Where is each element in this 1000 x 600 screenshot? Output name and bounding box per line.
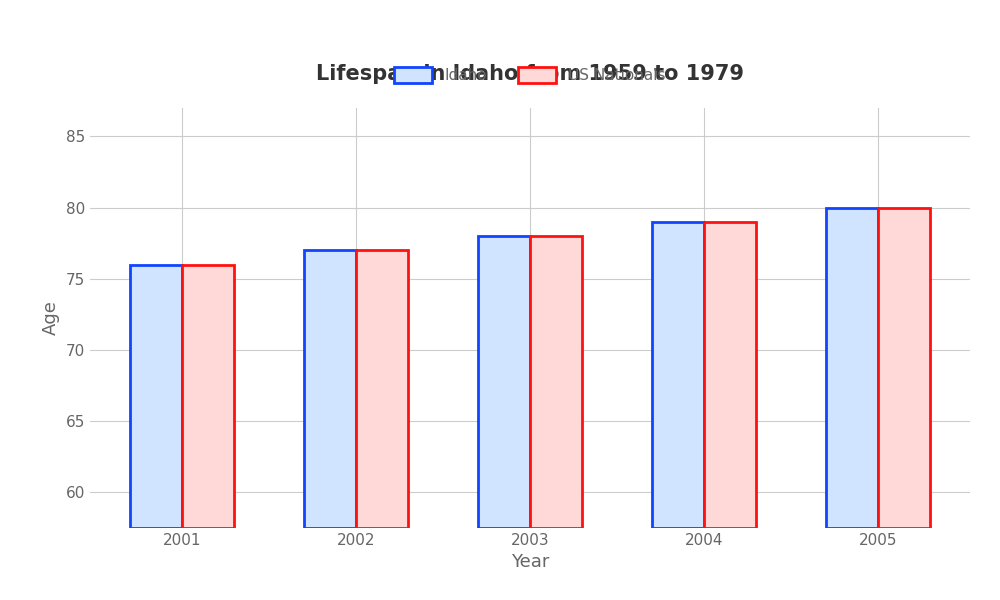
Bar bbox=[182, 265, 234, 528]
Bar bbox=[356, 250, 408, 528]
Legend: Idaho, US Nationals: Idaho, US Nationals bbox=[388, 61, 672, 89]
Y-axis label: Age: Age bbox=[42, 301, 60, 335]
Bar bbox=[478, 236, 530, 528]
X-axis label: Year: Year bbox=[511, 553, 549, 571]
Bar bbox=[652, 222, 704, 528]
Bar bbox=[530, 236, 582, 528]
Bar bbox=[704, 222, 756, 528]
Bar bbox=[826, 208, 878, 528]
Title: Lifespan in Idaho from 1959 to 1979: Lifespan in Idaho from 1959 to 1979 bbox=[316, 64, 744, 84]
Bar bbox=[130, 265, 182, 528]
Bar bbox=[878, 208, 930, 528]
Bar bbox=[304, 250, 356, 528]
